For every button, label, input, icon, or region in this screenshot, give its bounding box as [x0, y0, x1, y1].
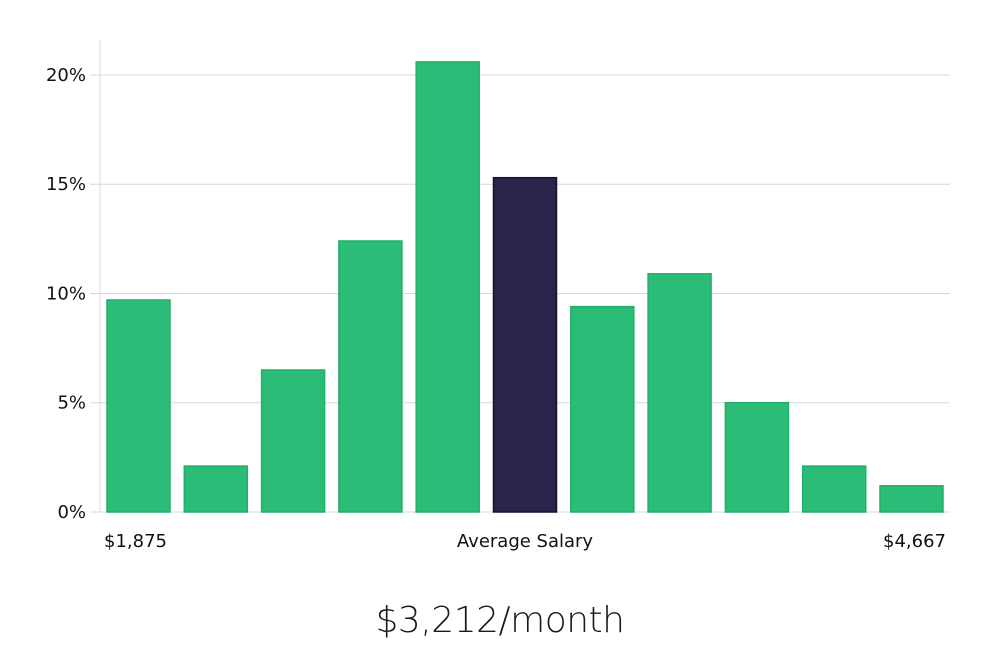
bar	[338, 240, 403, 513]
average-salary-headline: $3,212/month	[375, 600, 625, 641]
bar	[183, 465, 249, 513]
bar	[724, 401, 790, 513]
x-label-center: Average Salary	[457, 531, 594, 552]
x-label-max: $4,667	[883, 531, 946, 552]
y-tick-labels: 0% 5% 10% 15% 20%	[46, 65, 86, 523]
bars	[106, 61, 944, 513]
y-tick-label: 10%	[46, 283, 86, 304]
salary-histogram: 0% 5% 10% 15% 20% $1,875 Average Salary $4,6…	[46, 40, 950, 552]
bar	[570, 305, 635, 513]
y-tick-label: 0%	[57, 502, 86, 523]
y-tick-label: 5%	[57, 393, 86, 414]
y-tick-label: 15%	[46, 174, 86, 195]
y-tick-label: 20%	[46, 65, 86, 86]
bar-average-salary	[492, 176, 558, 513]
bar	[106, 299, 171, 513]
x-label-min: $1,875	[104, 531, 167, 552]
bar	[647, 273, 712, 513]
bar	[879, 485, 944, 513]
bar	[415, 61, 480, 513]
bar	[260, 369, 326, 513]
bar	[801, 465, 867, 513]
